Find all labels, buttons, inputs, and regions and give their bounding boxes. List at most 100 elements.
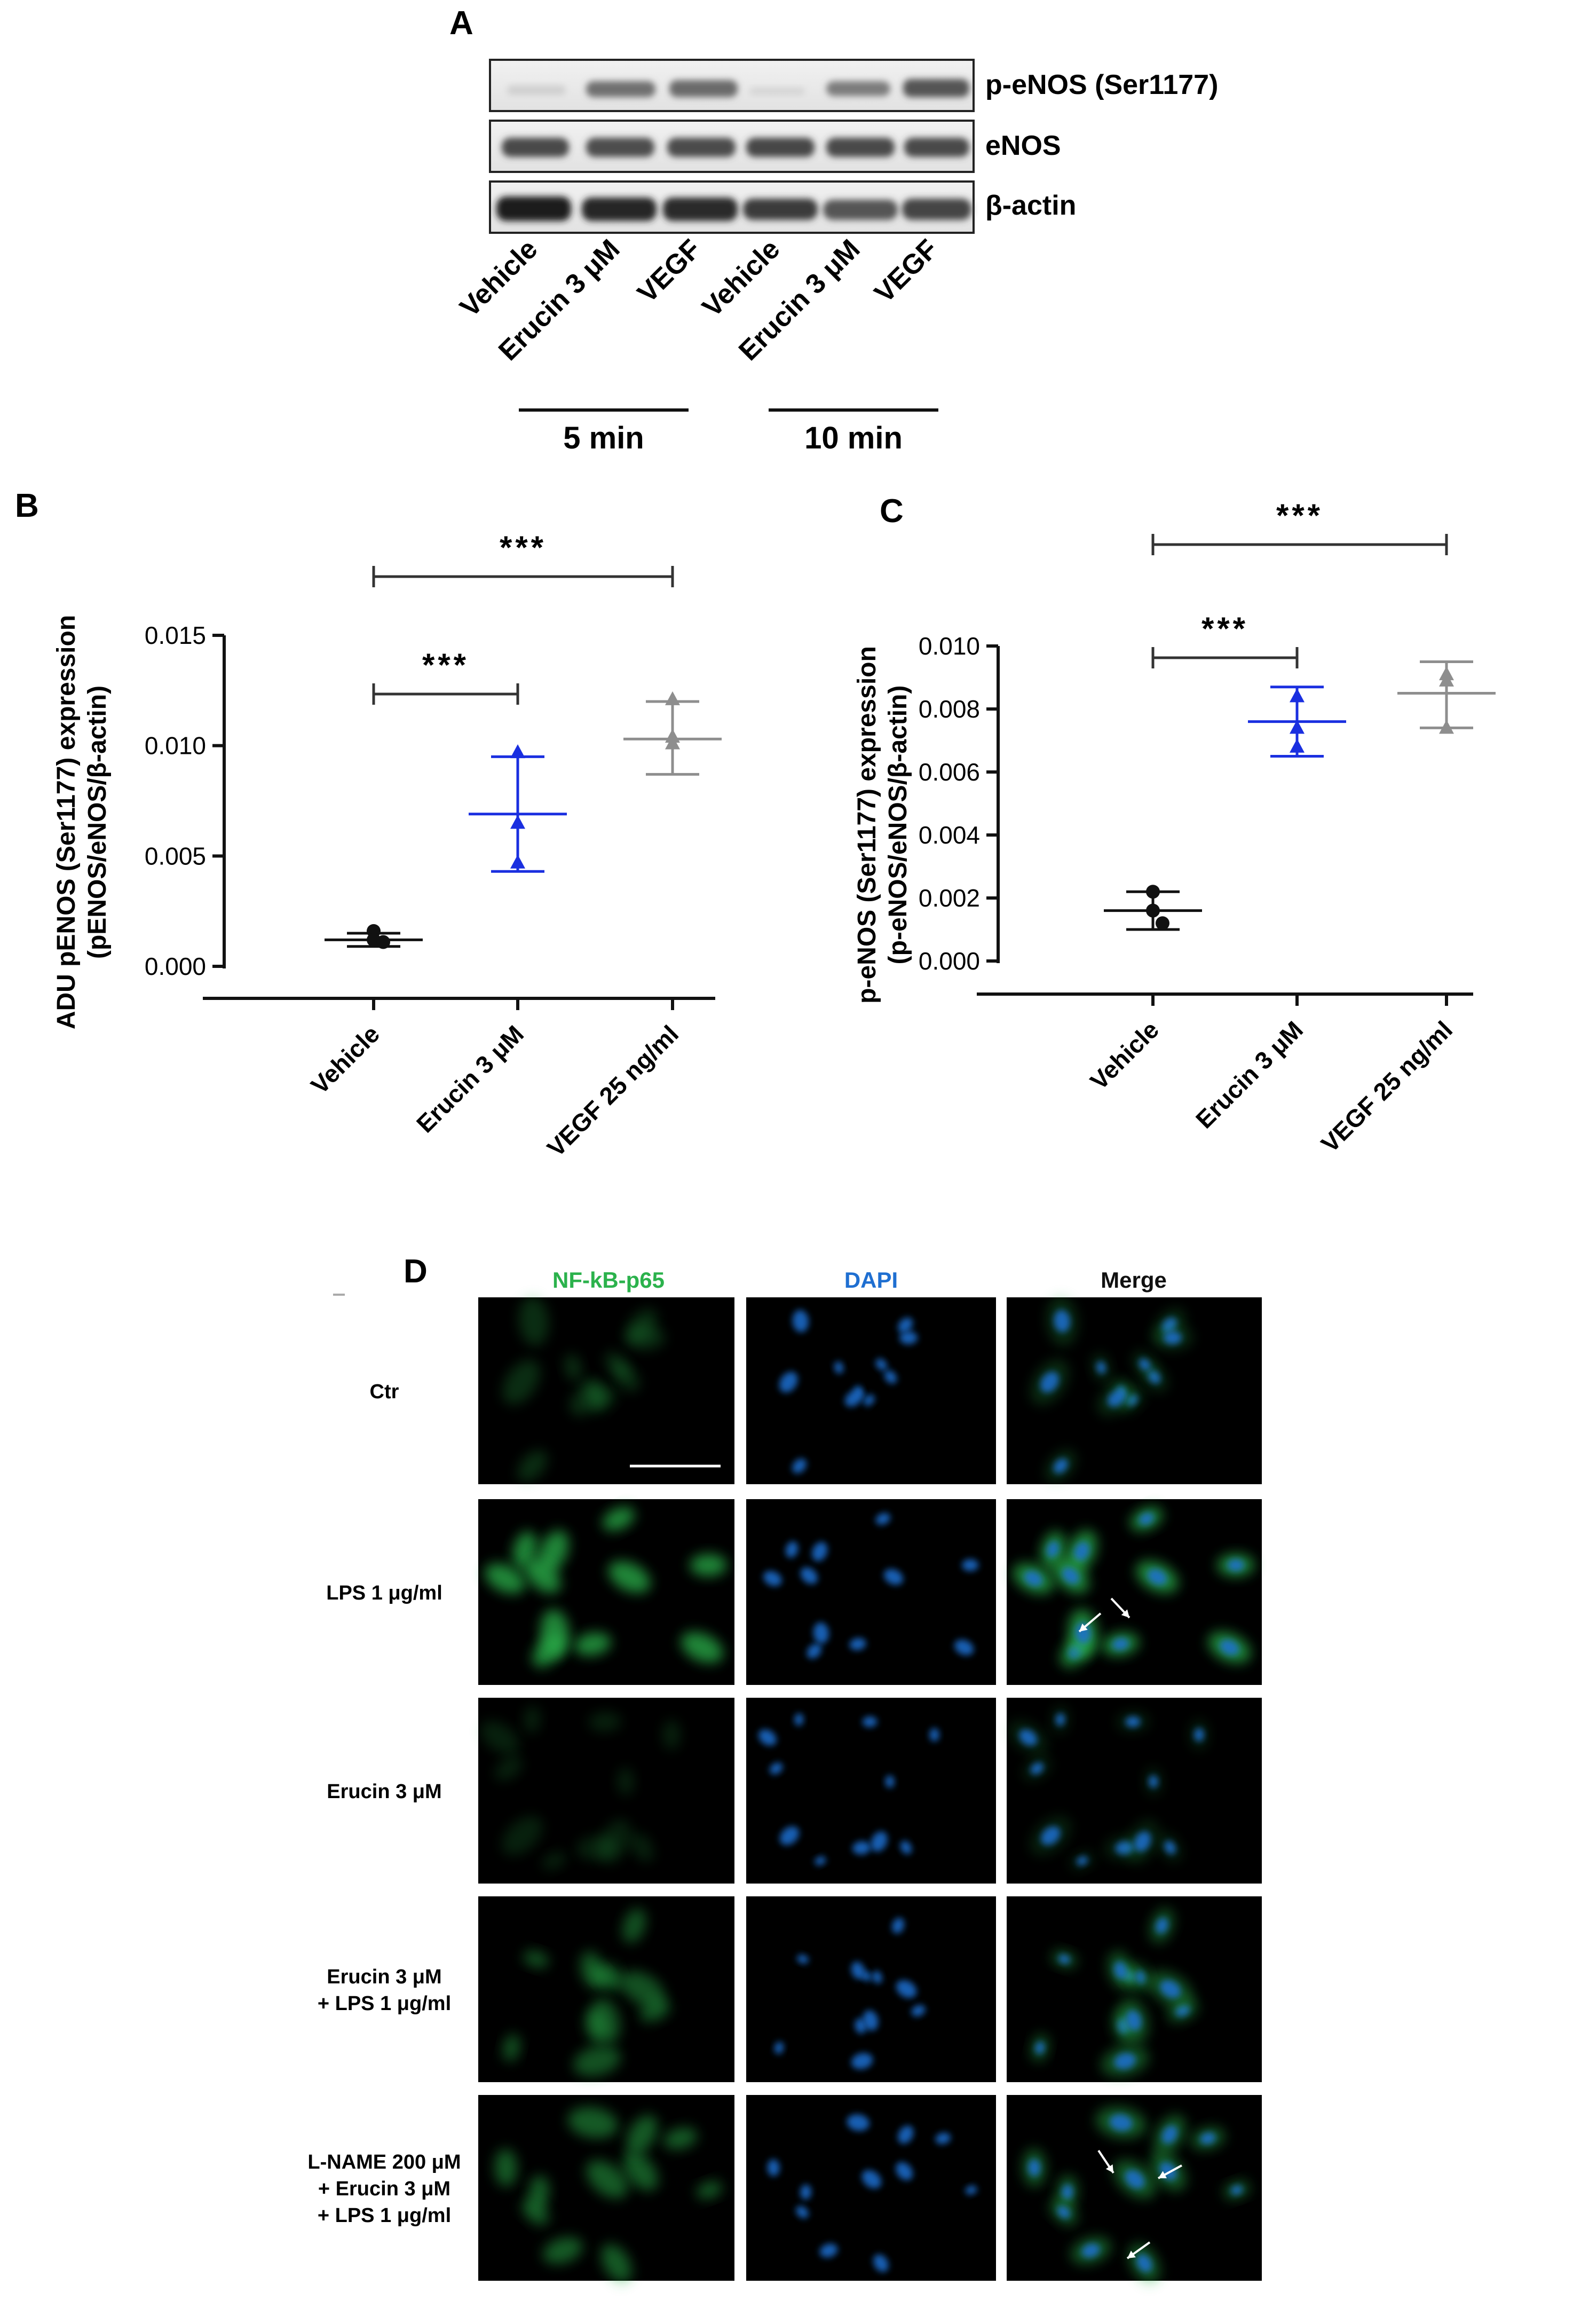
nfkb-cell [623,2152,658,2191]
dapi-nucleus [770,1762,783,1775]
y-axis-label: (p-eNOS/eNOS/β-actin) [884,686,912,965]
if-row-label: Ctr [370,1381,399,1403]
dapi-nucleus [1096,1361,1106,1374]
band [902,199,971,220]
dapi-nucleus [763,1571,782,1586]
blot-p-enos [489,59,975,112]
nfkb-cell [494,1756,523,1781]
dapi-nucleus [1077,1856,1088,1865]
lane-label: VEGF [868,233,944,309]
significance-label: *** [422,647,469,683]
dapi-nucleus [892,1918,905,1934]
if-row-label: LPS 1 μg/ml [326,1582,442,1604]
data-point [1290,720,1305,734]
dapi-nucleus [1200,2132,1216,2145]
dapi-nucleus [758,1729,777,1746]
nfkb-cell [502,1816,543,1856]
nfkb-cell [573,2045,621,2077]
data-point [510,744,525,759]
panel-a: A [449,5,1218,455]
if-image-cell [746,1297,996,1484]
dapi-nucleus [819,2243,838,2258]
x-tick-label: Vehicle [1085,1015,1164,1095]
data-point [1290,688,1305,703]
nfkb-cell [617,1767,634,1796]
arrow-head [1158,2171,1167,2179]
nfkb-cell [662,1720,681,1750]
dapi-nucleus [813,1622,829,1644]
data-point [665,735,680,750]
column-header-dapi: DAPI [844,1267,898,1293]
if-image-cell [478,1896,734,2082]
data-point [510,854,525,869]
group-label-5min: 5 min [563,421,644,455]
dapi-nucleus [898,1317,913,1333]
dapi-nucleus [954,1640,974,1656]
if-image-background [746,2095,996,2281]
dapi-nucleus [1054,1310,1070,1333]
dapi-nucleus [884,1370,897,1384]
dapi-nucleus [929,1728,939,1742]
dapi-nucleus [851,2053,873,2069]
nfkb-cell [626,2115,658,2155]
band [586,138,654,157]
if-image-cell [478,1698,734,1884]
dapi-nucleus [1047,1541,1060,1558]
dapi-nucleus [1194,1728,1204,1742]
if-row-label: Erucin 3 μM [327,1781,441,1803]
dapi-nucleus [898,2125,914,2144]
band [826,138,895,157]
y-tick-label: 0.005 [145,842,206,870]
dapi-nucleus [1057,2205,1070,2218]
arrow-head [1079,1624,1088,1632]
data-point [1146,885,1160,899]
band [826,81,890,96]
nfkb-cell [568,2107,618,2138]
dapi-nucleus [852,1841,871,1855]
if-row-label: + LPS 1 μg/ml [318,2204,451,2227]
dapi-nucleus [800,1567,818,1585]
data-point [1146,903,1160,918]
nfkb-cell [543,2237,583,2264]
dapi-nucleus [774,2042,784,2054]
nfkb-cell [524,1705,541,1734]
dapi-nucleus [847,2114,869,2131]
dapi-nucleus [875,1358,887,1370]
dapi-nucleus [1024,1571,1043,1586]
if-image-cell [478,1499,734,1685]
arrow-head [1121,1609,1129,1618]
band-label-p-enos: p-eNOS (Ser1177) [985,69,1218,100]
dapi-nucleus [1231,2185,1243,2195]
if-image-background [746,1698,996,1884]
band [663,198,738,221]
nfkb-cell [570,1382,607,1416]
y-tick-label: 0.000 [145,952,206,980]
arrow-head [1105,2164,1113,2173]
band [667,138,736,157]
nfkb-cell [494,2149,517,2187]
if-image-cell [746,1896,996,2082]
if-image-cell [478,1296,734,1484]
dapi-nucleus [849,1637,866,1650]
chart-c: C 0.000 0.002 0.004 0.006 0.008 0.010 Vehicle Er… [853,493,1496,1158]
dapi-nucleus [1062,2184,1073,2200]
if-row-label: + LPS 1 μg/ml [318,1992,451,2015]
nfkb-cell [601,2244,632,2282]
x-tick-label: VEGF 25 ng/ml [542,1020,684,1162]
dapi-nucleus [1058,1955,1070,1964]
dapi-nucleus [885,1775,895,1788]
dapi-nucleus [862,1716,878,1727]
arrow-head [1127,2250,1136,2258]
dapi-nucleus [873,2254,889,2272]
panel-a-letter: A [449,5,473,42]
panel-d: D NF-kB-p65 DAPI Merge Ctr LPS 1 μg/ml Eru… [307,1253,1262,2282]
dapi-nucleus [779,1826,800,1846]
data-point [1439,672,1454,687]
dapi-nucleus [834,1361,844,1374]
dapi-nucleus [1220,1640,1239,1656]
y-axis-label: (pENOS/eNOS/β-actin) [83,686,112,959]
significance-label: *** [1201,611,1248,647]
column-header-merge: Merge [1101,1267,1167,1293]
dapi-nucleus [935,2132,951,2145]
x-tick-label: Erucin 3 μM [1190,1015,1308,1133]
